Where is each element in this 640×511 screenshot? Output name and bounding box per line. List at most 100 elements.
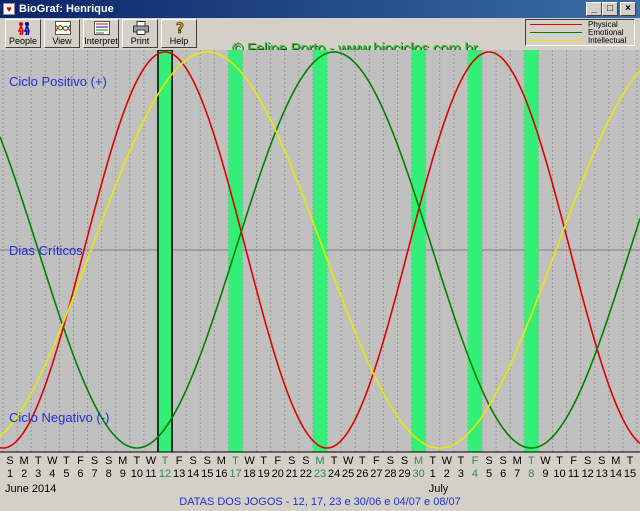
date-label: 9 xyxy=(120,468,126,480)
date-label: 13 xyxy=(173,468,185,480)
legend-label-physical: Physical xyxy=(588,20,618,29)
people-button[interactable]: People xyxy=(5,19,41,48)
positive-cycle-label: Ciclo Positivo (+) xyxy=(9,74,107,89)
biorhythm-curves xyxy=(0,51,640,449)
weekday-label: T xyxy=(429,455,436,467)
date-label: 12 xyxy=(159,468,171,480)
weekday-label: T xyxy=(260,455,267,467)
minimize-button[interactable]: _ xyxy=(586,2,602,16)
date-label: 16 xyxy=(215,468,227,480)
date-axis: S1M2T3W4T5F6S7S8M9T10W11T12F13S14S15M16T… xyxy=(5,455,636,495)
footer-status: DATAS DOS JOGOS - 12, 17, 23 e 30/06 e 0… xyxy=(179,496,461,508)
weekday-label: S xyxy=(105,455,112,467)
date-label: 17 xyxy=(229,468,241,480)
date-label: 9 xyxy=(542,468,548,480)
weekday-label: W xyxy=(540,455,551,467)
date-label: 10 xyxy=(131,468,143,480)
critical-day-bar xyxy=(467,50,483,495)
weekday-label: F xyxy=(570,455,577,467)
weekday-label: M xyxy=(217,455,226,467)
interpret-icon xyxy=(94,21,110,35)
biorhythm-chart[interactable]: S1M2T3W4T5F6S7S8M9T10W11T12F13S14S15M16T… xyxy=(0,50,640,495)
svg-text:?: ? xyxy=(176,21,184,35)
weekday-label: S xyxy=(302,455,309,467)
weekday-label: M xyxy=(513,455,522,467)
date-label: 15 xyxy=(624,468,636,480)
legend: Physical Emotional Intellectual xyxy=(525,19,635,46)
date-label: 3 xyxy=(458,468,464,480)
critical-day-bar xyxy=(524,50,539,495)
physical-curve xyxy=(0,51,640,449)
weekday-label: S xyxy=(387,455,394,467)
date-label: 26 xyxy=(356,468,368,480)
help-label: Help xyxy=(169,36,189,46)
weekday-label: W xyxy=(442,455,453,467)
weekday-label: M xyxy=(20,455,29,467)
print-label: Print xyxy=(130,36,150,46)
date-label: 12 xyxy=(582,468,594,480)
interpret-button[interactable]: Interpret xyxy=(83,19,119,48)
date-label: 4 xyxy=(49,468,55,480)
date-label: 4 xyxy=(472,468,478,480)
title-bar: ♥ BioGraf: Henrique _ □ × xyxy=(0,0,640,18)
people-icon xyxy=(17,22,30,35)
date-label: 14 xyxy=(610,468,622,480)
help-button[interactable]: ? Help xyxy=(161,19,197,48)
legend-label-emotional: Emotional xyxy=(588,28,624,37)
legend-label-intellectual: Intellectual xyxy=(588,36,627,45)
weekday-label: W xyxy=(244,455,255,467)
date-label: 30 xyxy=(412,468,424,480)
weekday-label: F xyxy=(176,455,183,467)
date-label: 23 xyxy=(314,468,326,480)
weekday-label: S xyxy=(6,455,13,467)
weekday-label: S xyxy=(91,455,98,467)
date-axis-background xyxy=(0,452,640,495)
date-label: 1 xyxy=(7,468,13,480)
date-label: 27 xyxy=(370,468,382,480)
weekday-label: S xyxy=(499,455,506,467)
date-label: 22 xyxy=(300,468,312,480)
emotional-curve xyxy=(0,51,640,449)
date-label: 2 xyxy=(444,468,450,480)
view-button[interactable]: View xyxy=(44,19,80,48)
weekday-label: W xyxy=(343,455,354,467)
window-title: BioGraf: Henrique xyxy=(19,3,114,15)
month-label: July xyxy=(429,483,449,495)
maximize-button[interactable]: □ xyxy=(602,2,618,16)
weekday-label: T xyxy=(528,455,535,467)
date-label: 11 xyxy=(568,468,579,480)
weekday-label: S xyxy=(401,455,408,467)
date-label: 5 xyxy=(486,468,492,480)
weekday-label: T xyxy=(162,455,169,467)
weekday-label: T xyxy=(627,455,634,467)
weekday-label: S xyxy=(584,455,591,467)
print-icon xyxy=(133,21,149,35)
weekday-label: T xyxy=(556,455,563,467)
legend-item-emotional: Emotional xyxy=(526,28,634,37)
date-label: 7 xyxy=(514,468,520,480)
legend-swatch-emotional xyxy=(530,32,582,33)
critical-days-label: Dias Críticos xyxy=(9,243,83,258)
weekday-label: S xyxy=(598,455,605,467)
weekday-label: T xyxy=(63,455,70,467)
date-label: 24 xyxy=(328,468,340,480)
date-label: 8 xyxy=(528,468,534,480)
date-label: 6 xyxy=(77,468,83,480)
weekday-label: S xyxy=(190,455,197,467)
weekday-label: T xyxy=(458,455,465,467)
weekday-label: F xyxy=(373,455,380,467)
print-button[interactable]: Print xyxy=(122,19,158,48)
legend-item-physical: Physical xyxy=(526,20,634,29)
weekday-label: T xyxy=(331,455,338,467)
weekday-label: S xyxy=(204,455,211,467)
critical-day-highlights xyxy=(157,50,539,495)
close-button[interactable]: × xyxy=(620,2,636,16)
view-icon xyxy=(55,21,71,35)
critical-day-bar xyxy=(157,50,173,495)
date-label: 10 xyxy=(553,468,565,480)
legend-item-intellectual: Intellectual xyxy=(526,36,634,45)
weekday-label: M xyxy=(414,455,423,467)
weekday-label: S xyxy=(288,455,295,467)
date-label: 6 xyxy=(500,468,506,480)
weekday-label: S xyxy=(485,455,492,467)
